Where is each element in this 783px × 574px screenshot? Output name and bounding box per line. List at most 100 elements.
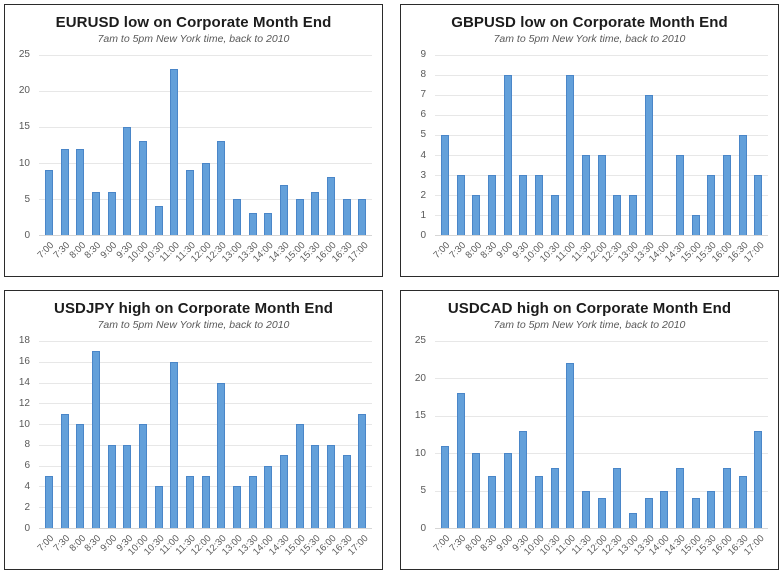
bar bbox=[311, 191, 320, 235]
bar bbox=[707, 175, 716, 235]
bar bbox=[154, 486, 163, 528]
bar-slot: 15:00 bbox=[283, 55, 308, 265]
gridline bbox=[39, 444, 372, 446]
bar bbox=[170, 361, 179, 528]
bar-slot: 15:00 bbox=[679, 55, 704, 265]
bar bbox=[628, 513, 637, 528]
bar-slot: 10:00 bbox=[126, 55, 151, 265]
bar-slot: 13:30 bbox=[632, 341, 657, 558]
bar-slot: 7:00 bbox=[36, 55, 57, 261]
bar bbox=[550, 195, 559, 235]
bar bbox=[440, 445, 449, 528]
gridline bbox=[39, 361, 372, 363]
y-tick-label: 10 bbox=[18, 157, 30, 169]
bar-slot: 11:30 bbox=[174, 55, 198, 264]
bar-slot: 15:00 bbox=[679, 341, 704, 558]
bar-slot: 14:00 bbox=[251, 55, 276, 265]
bar-slot: 16:00 bbox=[710, 341, 735, 558]
bar bbox=[279, 184, 288, 235]
bar-slot: 12:30 bbox=[204, 55, 229, 265]
y-tick-label: 1 bbox=[420, 209, 426, 221]
bar bbox=[279, 455, 288, 528]
bar-slot: 11:30 bbox=[570, 341, 594, 557]
y-axis: 0 5 10 15 20 25 bbox=[405, 335, 431, 534]
bar-slot: 9:30 bbox=[114, 55, 135, 261]
bar bbox=[456, 175, 465, 235]
chart-subtitle: 7am to 5pm New York time, back to 2010 bbox=[493, 319, 686, 331]
bar bbox=[264, 213, 273, 235]
bar-slot: 17:00 bbox=[741, 341, 766, 558]
gridline bbox=[39, 382, 372, 384]
bar-slot: 12:30 bbox=[204, 341, 229, 558]
bar bbox=[91, 351, 100, 528]
bar bbox=[581, 490, 590, 528]
y-tick-label: 0 bbox=[24, 230, 30, 241]
y-tick-label: 0 bbox=[420, 230, 426, 241]
bar bbox=[342, 199, 351, 235]
y-tick-label: 15 bbox=[18, 121, 30, 133]
bar bbox=[185, 476, 194, 528]
bar-slot: 10:30 bbox=[142, 55, 167, 265]
bar-slot: 14:00 bbox=[251, 341, 276, 558]
bar-slot: 15:30 bbox=[694, 341, 719, 558]
chart-panel-usdjpy-high: USDJPY high on Corporate Month End 7am t… bbox=[4, 290, 383, 570]
bar-slot: 17:00 bbox=[345, 55, 370, 265]
y-axis: 0 1 2 3 4 5 6 7 8 9 bbox=[405, 49, 431, 241]
plot: 7:00 7:30 8:00 8:30 9:00 9:30 10:00 10:30 11:00 1… bbox=[432, 55, 768, 265]
bar-slot: 9:00 bbox=[494, 55, 516, 261]
chart-panel-eurusd-low: EURUSD low on Corporate Month End 7am to… bbox=[4, 4, 383, 277]
bar bbox=[456, 393, 465, 528]
y-tick-label: 20 bbox=[414, 372, 426, 384]
bar bbox=[534, 475, 543, 528]
bar bbox=[358, 413, 367, 528]
gridline bbox=[435, 115, 768, 117]
bar bbox=[123, 444, 132, 528]
bar bbox=[138, 141, 147, 235]
bar-slot: 7:30 bbox=[447, 341, 469, 554]
bar-slot: 8:00 bbox=[67, 55, 88, 261]
gridline bbox=[39, 341, 372, 342]
bar bbox=[60, 413, 69, 528]
bar-slot: 10:30 bbox=[142, 341, 167, 558]
bar-slot: 7:30 bbox=[447, 55, 469, 261]
plot-area: 0 5 10 15 20 25 7:00 7:30 8:00 8:30 9:00 9:30 10:00… bbox=[405, 335, 772, 569]
bar-slot: 13:00 bbox=[616, 55, 641, 265]
gridline bbox=[39, 127, 372, 128]
bar bbox=[675, 155, 684, 235]
bar bbox=[566, 75, 575, 235]
y-tick-label: 25 bbox=[18, 49, 30, 60]
bar-slot: 14:00 bbox=[647, 55, 672, 265]
y-tick-label: 10 bbox=[414, 447, 426, 459]
y-tick-label: 5 bbox=[24, 193, 30, 205]
bar bbox=[534, 175, 543, 235]
bar bbox=[295, 199, 304, 235]
bar bbox=[217, 382, 226, 528]
bar bbox=[519, 430, 528, 528]
bar-slot: 15:30 bbox=[298, 55, 323, 265]
bar bbox=[754, 175, 763, 235]
bar bbox=[311, 444, 320, 528]
bar bbox=[550, 468, 559, 528]
bar bbox=[358, 199, 367, 235]
bar-slot: 16:00 bbox=[710, 55, 735, 265]
bar bbox=[44, 476, 53, 528]
bar bbox=[613, 468, 622, 528]
plot-area: 0 1 2 3 4 5 6 7 8 9 7:00 7:30 8:00 8:30 9:00 9:30 10:00… bbox=[405, 49, 772, 276]
bar-slot: 9:00 bbox=[494, 341, 516, 554]
bar-slot: 8:30 bbox=[479, 55, 500, 261]
bar bbox=[326, 444, 335, 528]
bar-slot: 10:00 bbox=[522, 341, 547, 558]
bar bbox=[660, 490, 669, 528]
bar-slot: 8:30 bbox=[83, 55, 104, 261]
gridline bbox=[435, 453, 768, 455]
chart-title: EURUSD low on Corporate Month End bbox=[55, 14, 332, 31]
bar-slot: 14:30 bbox=[267, 341, 292, 558]
bar bbox=[566, 363, 575, 528]
bar bbox=[503, 75, 512, 235]
bar-slot: 17:00 bbox=[741, 55, 766, 265]
y-tick-label: 5 bbox=[420, 485, 426, 497]
y-tick-label: 7 bbox=[420, 89, 426, 101]
bar bbox=[44, 170, 53, 235]
bar bbox=[76, 148, 85, 235]
bar bbox=[644, 95, 653, 235]
